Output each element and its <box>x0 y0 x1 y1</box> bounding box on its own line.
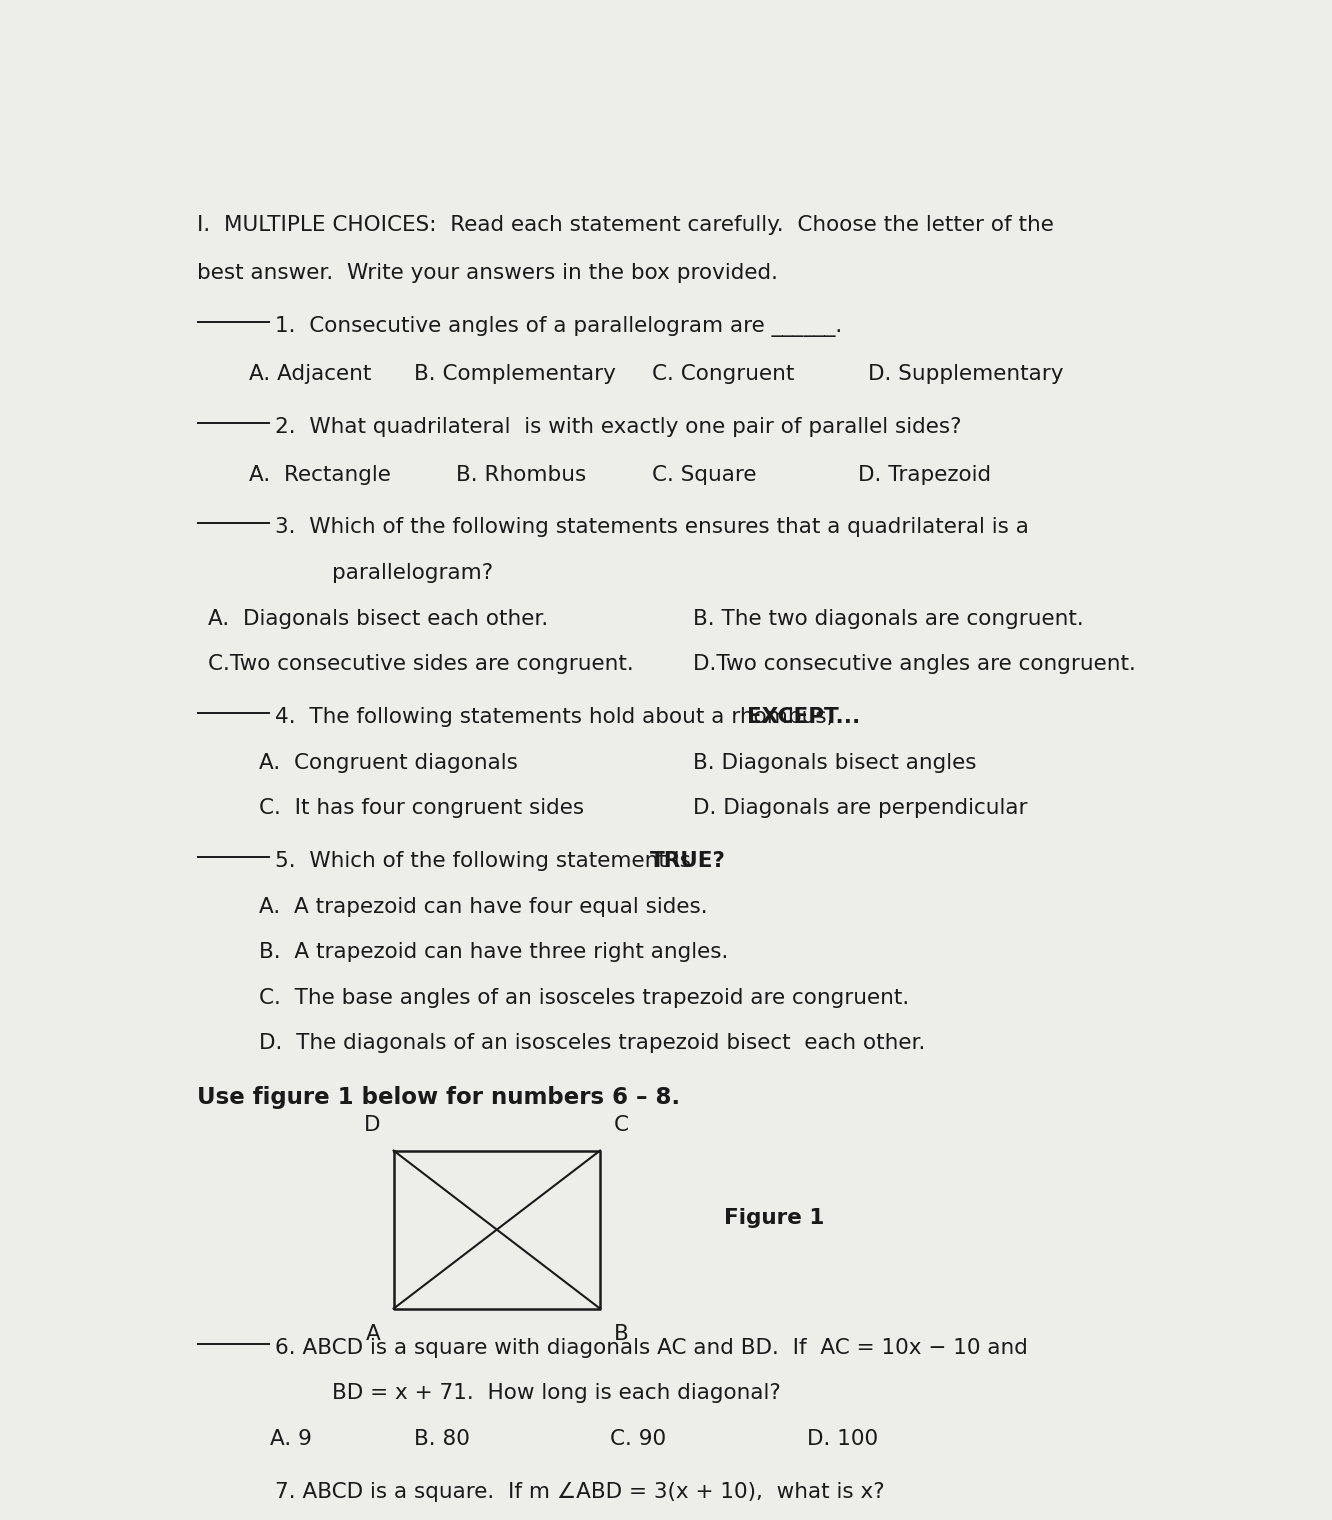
Text: Figure 1: Figure 1 <box>725 1208 825 1228</box>
Text: A.  Diagonals bisect each other.: A. Diagonals bisect each other. <box>208 608 547 629</box>
Text: B.  A trapezoid can have three right angles.: B. A trapezoid can have three right angl… <box>260 942 729 962</box>
Text: BD = x + 71.  How long is each diagonal?: BD = x + 71. How long is each diagonal? <box>332 1383 781 1403</box>
Text: D: D <box>364 1116 380 1135</box>
Text: Use figure 1 below for numbers 6 – 8.: Use figure 1 below for numbers 6 – 8. <box>197 1087 681 1110</box>
Text: 1.  Consecutive angles of a parallelogram are ______.: 1. Consecutive angles of a parallelogram… <box>274 316 842 337</box>
Text: D. Trapezoid: D. Trapezoid <box>858 465 991 485</box>
Text: best answer.  Write your answers in the box provided.: best answer. Write your answers in the b… <box>197 263 778 283</box>
Text: B. The two diagonals are congruent.: B. The two diagonals are congruent. <box>693 608 1084 629</box>
Text: B. Complementary: B. Complementary <box>414 363 617 385</box>
Text: EXCEPT...: EXCEPT... <box>747 707 860 727</box>
Text: C.  It has four congruent sides: C. It has four congruent sides <box>260 798 585 818</box>
Text: B: B <box>614 1324 629 1344</box>
Text: D.Two consecutive angles are congruent.: D.Two consecutive angles are congruent. <box>693 654 1136 675</box>
Text: C.  The base angles of an isosceles trapezoid are congruent.: C. The base angles of an isosceles trape… <box>260 988 910 1008</box>
Text: 5.  Which of the following statement is: 5. Which of the following statement is <box>274 851 698 871</box>
Text: A: A <box>365 1324 380 1344</box>
Text: D. Diagonals are perpendicular: D. Diagonals are perpendicular <box>693 798 1027 818</box>
Text: A.  Congruent diagonals: A. Congruent diagonals <box>260 752 518 772</box>
Text: C. 90: C. 90 <box>610 1429 666 1449</box>
Text: 6. ABCD is a square with diagonals AC and BD.  If  AC = 10x − 10 and: 6. ABCD is a square with diagonals AC an… <box>274 1338 1028 1357</box>
Text: A.  Rectangle: A. Rectangle <box>249 465 392 485</box>
Text: 4.  The following statements hold about a rhombus,: 4. The following statements hold about a… <box>274 707 840 727</box>
Text: A. Adjacent: A. Adjacent <box>249 363 372 385</box>
Text: D. Supplementary: D. Supplementary <box>868 363 1064 385</box>
Text: C. Congruent: C. Congruent <box>651 363 794 385</box>
Text: C. Square: C. Square <box>651 465 757 485</box>
Text: 3.  Which of the following statements ensures that a quadrilateral is a: 3. Which of the following statements ens… <box>274 517 1028 538</box>
Text: parallelogram?: parallelogram? <box>332 562 493 584</box>
Text: A.  A trapezoid can have four equal sides.: A. A trapezoid can have four equal sides… <box>260 897 709 917</box>
Text: B. Rhombus: B. Rhombus <box>456 465 586 485</box>
Text: I.  MULTIPLE CHOICES:  Read each statement carefully.  Choose the letter of the: I. MULTIPLE CHOICES: Read each statement… <box>197 216 1055 236</box>
Text: B. Diagonals bisect angles: B. Diagonals bisect angles <box>693 752 976 772</box>
Text: A. 9: A. 9 <box>269 1429 312 1449</box>
Text: D.  The diagonals of an isosceles trapezoid bisect  each other.: D. The diagonals of an isosceles trapezo… <box>260 1034 926 1053</box>
Text: TRUE?: TRUE? <box>650 851 726 871</box>
Text: 2.  What quadrilateral  is with exactly one pair of parallel sides?: 2. What quadrilateral is with exactly on… <box>274 416 962 436</box>
Text: B. 80: B. 80 <box>414 1429 470 1449</box>
Text: C.Two consecutive sides are congruent.: C.Two consecutive sides are congruent. <box>208 654 634 675</box>
Text: 7. ABCD is a square.  If m ∠ABD = 3(x + 10),  what is x?: 7. ABCD is a square. If m ∠ABD = 3(x + 1… <box>274 1482 884 1502</box>
Text: C: C <box>614 1116 629 1135</box>
Text: D. 100: D. 100 <box>806 1429 878 1449</box>
